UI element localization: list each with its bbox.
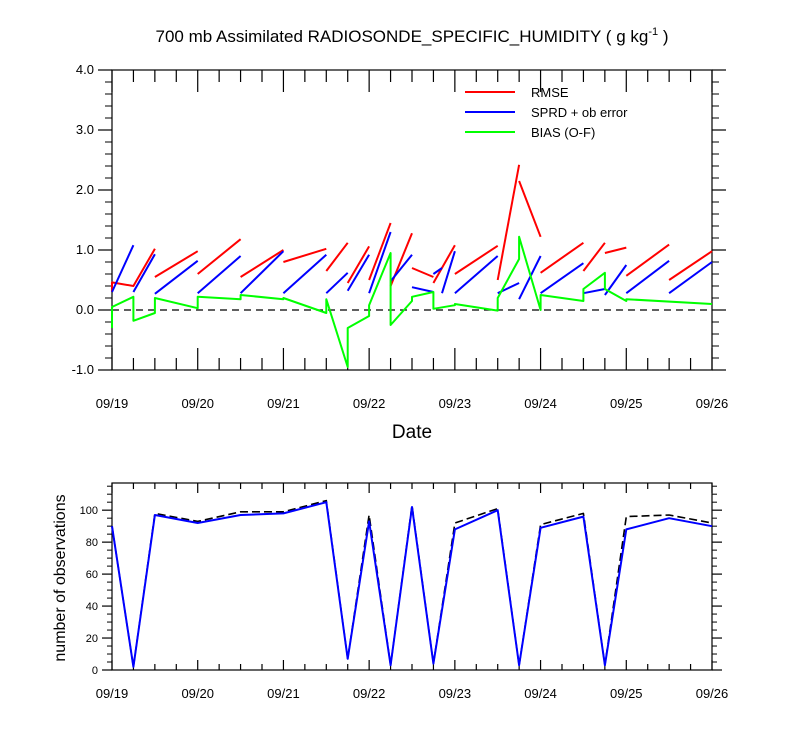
top-series-0-line	[346, 245, 370, 284]
bottom-y-tick-label: 60	[86, 569, 98, 581]
bottom-x-tick-label: 09/19	[96, 686, 129, 701]
top-y-tick-label: 2.0	[76, 182, 94, 197]
top-series-0-line	[582, 242, 606, 272]
top-series-1-line	[325, 272, 349, 294]
top-x-tick-label: 09/21	[267, 396, 300, 411]
top-series-0-line	[368, 222, 392, 281]
top-series-0-line	[197, 238, 242, 275]
bottom-chart-axes: 09/19 09/20 09/21 09/22 09/23 09/24 09/25 09/26…	[80, 482, 729, 701]
top-series-1-line	[368, 231, 392, 294]
top-series-0-line	[540, 241, 584, 274]
top-x-tick-label: 09/26	[696, 396, 729, 411]
top-series-0-line	[154, 250, 199, 278]
top-series-1-line	[540, 262, 584, 295]
top-chart-legend: RMSE SPRD + ob error BIAS (O-F)	[465, 85, 628, 140]
top-series-1-line	[132, 253, 156, 293]
top-x-tick-label: 09/25	[610, 396, 643, 411]
bottom-y-tick-label: 40	[86, 601, 98, 613]
bottom-x-tick-label: 09/26	[696, 686, 729, 701]
top-series-0-line	[411, 267, 434, 278]
legend-label-0: RMSE	[531, 85, 569, 100]
top-series-1-line	[668, 261, 713, 295]
top-series-0-line	[325, 242, 349, 272]
top-series-0-line	[454, 244, 499, 275]
top-series-0-line	[668, 250, 713, 281]
top-series-0-line	[496, 164, 521, 281]
bottom-y-tick-label: 100	[80, 505, 98, 517]
top-series-1-line	[239, 250, 285, 294]
top-x-tick-label: 09/20	[181, 396, 214, 411]
top-x-tick-label: 09/24	[524, 396, 557, 411]
bottom-x-tick-label: 09/24	[524, 686, 557, 701]
top-series-1-line	[583, 288, 606, 295]
bottom-y-tick-label: 0	[92, 665, 98, 677]
top-y-tick-label: 1.0	[76, 242, 94, 257]
top-series-1-line	[346, 254, 370, 292]
bottom-series-1-line	[111, 501, 713, 668]
bottom-y-axis-label: number of observations	[52, 494, 69, 661]
top-y-tick-label: 0.0	[76, 302, 94, 317]
top-chart-axes: 09/19 09/20 09/21 09/22 09/23 09/24 09/25 09/26…	[72, 62, 729, 411]
bottom-x-tick-label: 09/23	[439, 686, 472, 701]
bottom-chart-series	[111, 499, 713, 668]
top-series-0-line	[240, 249, 284, 278]
top-series-0-line	[111, 248, 156, 292]
top-x-axis-label: Date	[392, 422, 432, 443]
legend-label-2: BIAS (O-F)	[531, 125, 595, 140]
top-series-1-line	[625, 260, 670, 294]
top-series-1-line	[454, 255, 499, 294]
top-series-1-line	[154, 260, 199, 295]
top-x-tick-label: 09/22	[353, 396, 386, 411]
top-series-1-line	[282, 254, 327, 294]
chart-title: 700 mb Assimilated RADIOSONDE_SPECIFIC_H…	[156, 26, 669, 46]
top-series-0-line	[604, 246, 627, 254]
bottom-y-tick-label: 80	[86, 537, 98, 549]
top-y-tick-label: 4.0	[76, 62, 94, 77]
top-x-tick-label: 09/19	[96, 396, 129, 411]
bottom-x-tick-label: 09/20	[181, 686, 214, 701]
top-series-0-line	[518, 180, 542, 238]
bottom-x-tick-label: 09/22	[353, 686, 386, 701]
top-series-1-line	[411, 286, 434, 293]
bottom-x-tick-label: 09/21	[267, 686, 300, 701]
bottom-y-tick-label: 20	[86, 633, 98, 645]
top-series-1-line	[197, 255, 242, 294]
top-series-0-line	[432, 244, 456, 284]
top-y-tick-label: 3.0	[76, 122, 94, 137]
top-chart-series	[111, 164, 713, 368]
top-series-0-line	[625, 243, 670, 277]
top-series-0-line	[283, 247, 327, 263]
top-series-1-line	[111, 244, 135, 293]
top-series-1-line	[518, 255, 542, 300]
top-y-tick-label: -1.0	[72, 362, 94, 377]
top-series-1-line	[441, 250, 456, 294]
legend-label-1: SPRD + ob error	[531, 105, 628, 120]
top-series-1-line	[389, 254, 413, 282]
top-series-2-line	[111, 235, 713, 368]
top-x-tick-label: 09/23	[439, 396, 472, 411]
bottom-series-0-line	[111, 499, 713, 668]
top-series-1-line	[432, 267, 443, 275]
bottom-x-tick-label: 09/25	[610, 686, 643, 701]
